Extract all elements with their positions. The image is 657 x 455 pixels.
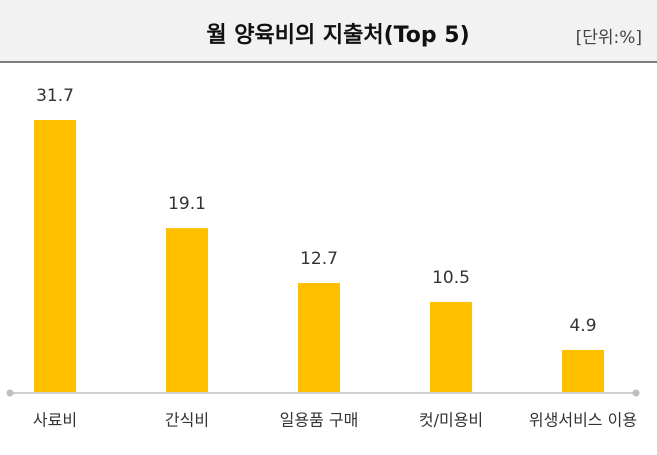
bar (298, 283, 340, 392)
x-tick-label: 일용품 구매 (280, 411, 359, 430)
value-label: 31.7 (36, 86, 74, 106)
unit-label: [단위:%] (576, 28, 642, 48)
axis-end (6, 389, 14, 397)
value-label: 4.9 (569, 316, 596, 336)
bar (166, 228, 208, 392)
value-label: 19.1 (168, 194, 206, 214)
bar (34, 120, 76, 392)
axis-end (632, 389, 640, 397)
value-label: 10.5 (432, 268, 470, 288)
x-tick-label: 간식비 (165, 411, 209, 430)
x-tick-label: 사료비 (33, 411, 77, 430)
bar (562, 349, 604, 392)
title-band (0, 0, 657, 62)
value-label: 12.7 (300, 249, 338, 269)
bar (430, 301, 472, 392)
x-tick-label: 컷/미용비 (419, 411, 483, 430)
x-tick-label: 위생서비스 이용 (529, 411, 637, 430)
chart-title: 월 양육비의 지출처(Top 5) (206, 23, 469, 48)
